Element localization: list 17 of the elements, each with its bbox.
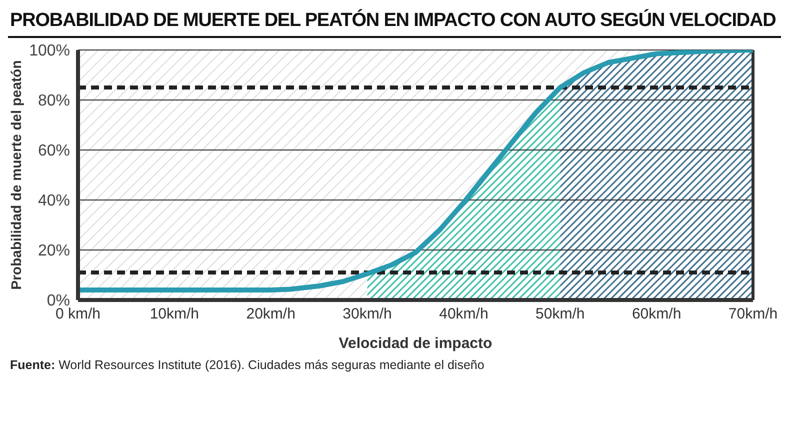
y-tick-label: 80%	[38, 92, 70, 110]
x-tick-label: 40km/h	[439, 306, 488, 323]
x-tick-label: 30km/h	[342, 306, 392, 323]
source-note: Fuente: World Resources Institute (2016). Ciudades más seguras mediante el diseño	[9, 358, 486, 372]
x-tick-label: 70km/h	[728, 306, 778, 323]
chart-title: PROBABILIDAD DE MUERTE DEL PEATÓN EN IMPACTO CON AUTO SEGÚN VELOCIDAD	[8, 8, 781, 38]
x-tick-label: 60km/h	[632, 306, 682, 323]
y-axis-title: Probabilidad de muerte del peatón	[8, 60, 24, 290]
x-tick-label: 10km/h	[150, 306, 200, 323]
y-tick-label: 40%	[38, 192, 70, 210]
x-tick-label: 50km/h	[536, 306, 585, 323]
y-tick-label: 100%	[29, 42, 70, 60]
x-tick-label: 0 km/h	[55, 306, 101, 323]
y-tick-label: 60%	[38, 142, 70, 160]
x-axis-title: Velocidad de impacto	[338, 335, 492, 352]
y-tick-label: 20%	[38, 242, 70, 260]
x-tick-label: 20km/h	[246, 306, 296, 323]
